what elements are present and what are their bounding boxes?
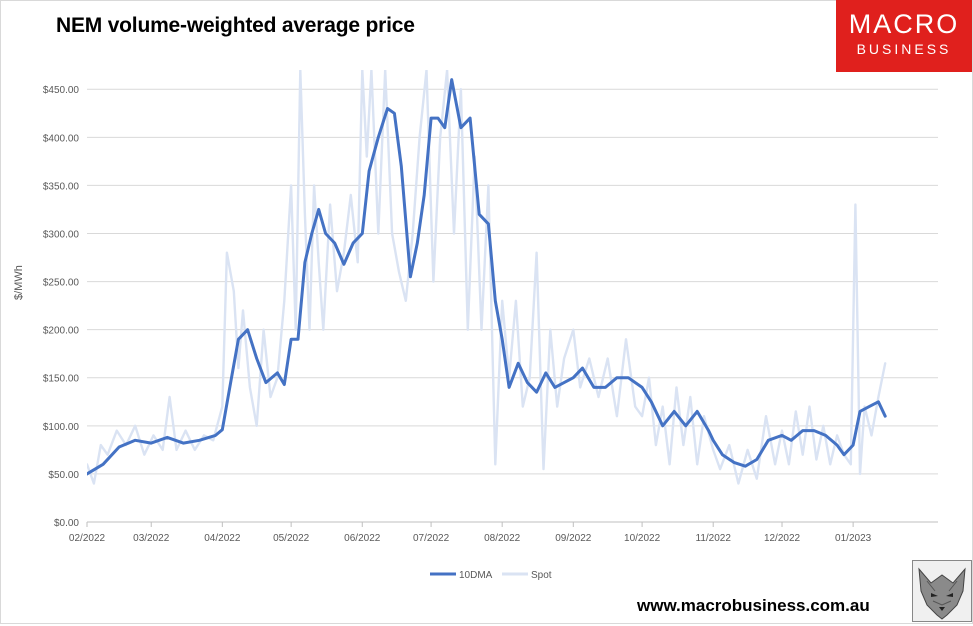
- x-tick-label: 12/2022: [764, 533, 801, 544]
- wolf-logo-icon: [912, 560, 972, 622]
- y-tick-label: $400.00: [43, 133, 80, 144]
- chart-title: NEM volume-weighted average price: [56, 14, 415, 37]
- y-tick-labels: $0.00 $50.00 $100.00 $150.00 $200.00 $250.00 $…: [43, 85, 80, 529]
- gridlines: [87, 88, 938, 523]
- y-tick-label: $0.00: [54, 518, 79, 529]
- y-tick-label: $200.00: [43, 326, 80, 337]
- x-tick-label: 11/2022: [696, 533, 732, 544]
- x-tick-label: 01/2023: [835, 533, 872, 544]
- x-tick-label: 09/2022: [555, 533, 592, 544]
- series-lines: [87, 70, 887, 485]
- y-tick-label: $150.00: [43, 374, 80, 385]
- x-tick-label: 05/2022: [273, 533, 310, 544]
- legend: 10DMA Spot: [430, 570, 552, 581]
- series-line-spot: [87, 70, 887, 485]
- website-url: www.macrobusiness.com.au: [637, 596, 870, 615]
- x-tick-label: 10/2022: [624, 533, 661, 544]
- y-tick-label: $250.00: [43, 278, 80, 289]
- x-tick-label: 07/2022: [413, 533, 450, 544]
- y-tick-label: $450.00: [43, 85, 80, 96]
- logo-line-2: BUSINESS: [856, 41, 952, 57]
- logo-line-1: MACRO: [848, 9, 960, 39]
- x-tick-label: 03/2022: [133, 533, 170, 544]
- y-tick-label: $350.00: [43, 181, 80, 192]
- y-tick-label: $100.00: [43, 422, 80, 433]
- x-tick-label: 08/2022: [484, 533, 521, 544]
- x-tick-label: 02/2022: [69, 533, 106, 544]
- macrobusiness-logo: MACRO BUSINESS: [836, 0, 972, 72]
- legend-label-spot: Spot: [531, 570, 552, 581]
- y-tick-label: $300.00: [43, 229, 80, 240]
- x-tick-label: 04/2022: [204, 533, 241, 544]
- x-tick-labels: 02/2022 03/2022 04/2022 05/2022 06/2022 07/20…: [69, 522, 872, 544]
- series-line-10dma: [87, 78, 887, 476]
- x-tick-label: 06/2022: [344, 533, 381, 544]
- y-tick-label: $50.00: [48, 470, 79, 481]
- legend-label-10dma: 10DMA: [459, 570, 493, 581]
